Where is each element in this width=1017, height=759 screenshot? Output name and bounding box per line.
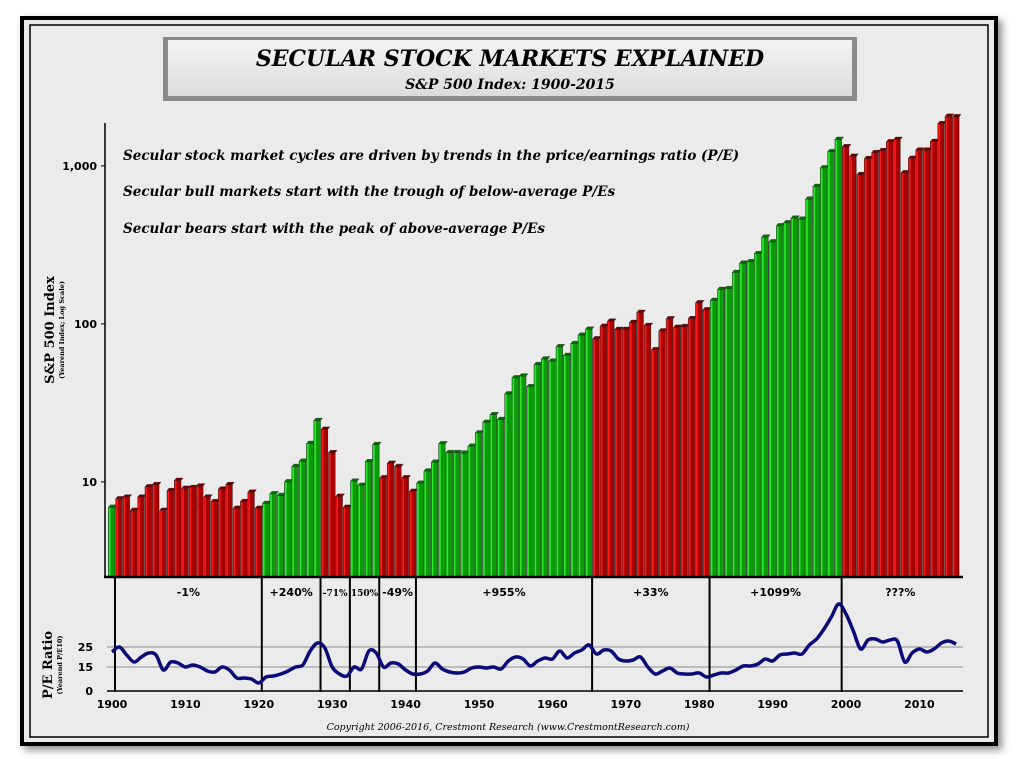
bar-1904 xyxy=(137,494,147,578)
y-tick-label: 1,000 xyxy=(62,160,97,173)
x-tick-label: 2010 xyxy=(904,698,935,711)
bar-1943 xyxy=(423,468,433,578)
pe-axis-sublabel: (Yearend P/E10) xyxy=(56,636,64,695)
period-return-label: -71% xyxy=(323,589,348,599)
note-2: Secular bull markets start with the trou… xyxy=(123,184,616,200)
period-return-label: -49% xyxy=(382,586,413,599)
x-tick-label: 1960 xyxy=(537,698,568,711)
period-return-label: +1099% xyxy=(750,586,801,599)
period-return-label: -1% xyxy=(177,586,200,599)
x-tick-label: 1900 xyxy=(97,698,128,711)
x-tick-label: 1980 xyxy=(684,698,715,711)
x-tick-label: 1920 xyxy=(243,698,274,711)
x-tick-label: 1990 xyxy=(757,698,788,711)
pe-tick-label: 25 xyxy=(78,641,93,654)
y-ticks: 10 100 1,000 xyxy=(62,160,105,489)
period-return-label: +955% xyxy=(482,586,525,599)
period-return-label: +240% xyxy=(270,586,313,599)
x-tick-label: 2000 xyxy=(831,698,862,711)
inner-frame xyxy=(29,24,989,738)
period-labels: -1% +240% -71% 150% -49% +955% +33% +1099%???% xyxy=(177,586,916,599)
bar-1919 xyxy=(247,489,257,578)
period-return-label: ???% xyxy=(885,586,915,599)
y-axis-sublabel: (Yearend Index; Log Scale) xyxy=(58,281,66,379)
note-1: Secular stock market cycles are driven b… xyxy=(123,148,739,164)
bar-1934 xyxy=(357,482,367,578)
bar-1931 xyxy=(335,493,345,578)
pe-tick-label: 15 xyxy=(78,661,93,674)
bar-1936 xyxy=(372,442,382,578)
pe-gridlines: 0 15 25 xyxy=(78,641,963,698)
period-return-label: +33% xyxy=(633,586,669,599)
x-tick-label: 1910 xyxy=(170,698,201,711)
bar-1918 xyxy=(240,498,250,578)
y-tick-label: 10 xyxy=(82,476,98,489)
copyright: Copyright 2006-2016, Crestmont Research … xyxy=(327,722,690,733)
x-tick-label: 1930 xyxy=(317,698,348,711)
x-tick-label: 1950 xyxy=(464,698,495,711)
sp500-bars xyxy=(107,113,962,578)
bar-1917 xyxy=(232,505,243,578)
bar-1902 xyxy=(122,494,132,578)
y-tick-label: 100 xyxy=(74,318,97,331)
title-box: SECULAR STOCK MARKETS EXPLAINED S&P 500 … xyxy=(163,37,857,101)
x-tick-label: 1940 xyxy=(390,698,421,711)
chart-subtitle: S&P 500 Index: 1900-2015 xyxy=(405,77,615,93)
x-tick-label: 1970 xyxy=(610,698,641,711)
bar-1921 xyxy=(262,500,272,578)
period-return-label: 150% xyxy=(351,589,379,599)
pe-tick-label: 0 xyxy=(85,685,93,698)
note-3: Secular bears start with the peak of abo… xyxy=(123,221,545,237)
x-ticks: 1900 1910 1920 1930 1940 1950 1960 1970 1980 1990… xyxy=(97,698,935,711)
y-axis-label: S&P 500 Index xyxy=(43,276,58,384)
bar-1909 xyxy=(174,477,184,578)
pe-axis-label: P/E Ratio xyxy=(41,631,56,699)
pe-ratio-line xyxy=(110,602,957,685)
chart-title: SECULAR STOCK MARKETS EXPLAINED xyxy=(256,46,764,72)
